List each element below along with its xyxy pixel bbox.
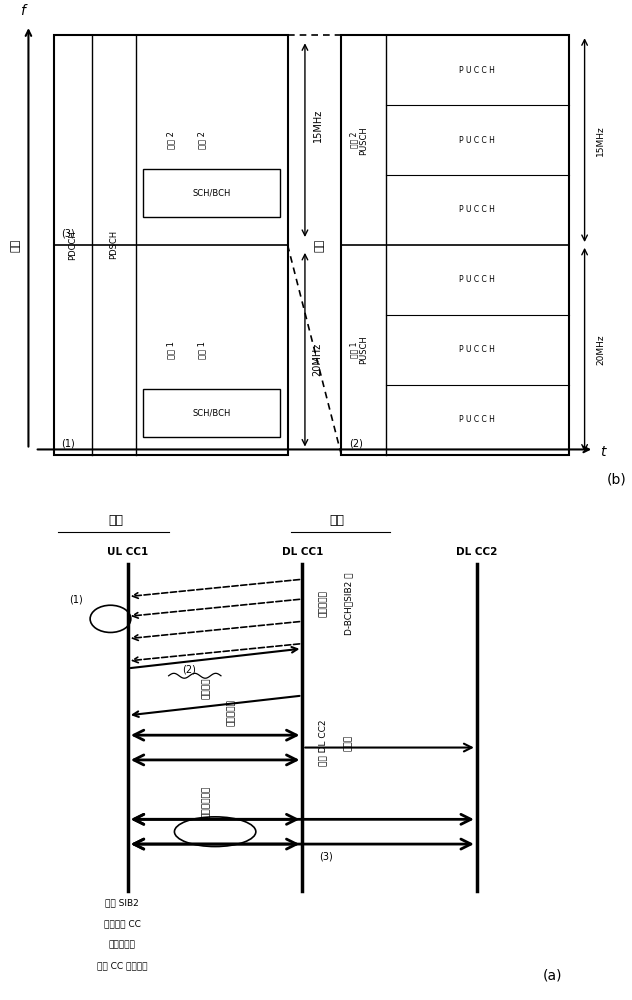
Text: 基站: 基站 <box>330 514 344 527</box>
Text: 根据 SIB2: 根据 SIB2 <box>105 899 139 908</box>
Text: DL CC1: DL CC1 <box>282 547 323 557</box>
Text: 20MHz: 20MHz <box>596 334 605 365</box>
Bar <box>341 35 569 454</box>
Text: 15MHz: 15MHz <box>313 108 322 142</box>
Text: D-BCH（SIB2 等: D-BCH（SIB2 等 <box>344 573 353 635</box>
Text: (2): (2) <box>182 665 196 675</box>
Text: 终端 1: 终端 1 <box>349 342 358 358</box>
Bar <box>143 389 280 437</box>
Text: P U C C H: P U C C H <box>459 136 495 145</box>
Text: DL CC2: DL CC2 <box>456 547 497 557</box>
Text: 上行 CC 开始连接: 上行 CC 开始连接 <box>97 961 147 970</box>
Text: P U C C H: P U C C H <box>459 275 495 284</box>
Text: SCH/BCH: SCH/BCH <box>193 408 231 417</box>
Text: P U C C H: P U C C H <box>459 205 495 214</box>
Text: P U C C H: P U C C H <box>459 66 495 75</box>
Text: 通过对应的: 通过对应的 <box>109 940 135 949</box>
Text: 20MHz: 20MHz <box>313 343 322 376</box>
Text: (3): (3) <box>61 229 75 239</box>
Text: f: f <box>20 4 25 18</box>
Text: (b): (b) <box>606 473 626 487</box>
Text: (2): (2) <box>349 438 363 448</box>
Text: 下行: 下行 <box>11 238 21 252</box>
Text: (3): (3) <box>319 851 332 861</box>
Text: (a): (a) <box>543 968 562 982</box>
Text: 的追加: 的追加 <box>344 735 353 751</box>
Bar <box>54 35 288 454</box>
Text: 建立通信: 建立通信 <box>202 677 211 699</box>
Text: 终端 2: 终端 2 <box>198 131 207 149</box>
Text: PUSCH: PUSCH <box>359 335 368 364</box>
Text: 终端 2: 终端 2 <box>349 132 358 148</box>
Text: SCH/BCH: SCH/BCH <box>193 189 231 198</box>
Text: (1): (1) <box>69 594 82 604</box>
Text: 15MHz: 15MHz <box>596 125 605 156</box>
Text: PDSCH: PDSCH <box>109 230 118 259</box>
Bar <box>143 169 280 217</box>
Text: 终端 2: 终端 2 <box>166 131 175 149</box>
Text: PDCCH: PDCCH <box>68 230 77 260</box>
Text: P U C C H: P U C C H <box>459 345 495 354</box>
Text: 无载波聚合: 无载波聚合 <box>227 699 236 726</box>
Text: 终端: 终端 <box>109 514 124 527</box>
Text: t: t <box>600 445 606 459</box>
Text: 指示 DL CC2: 指示 DL CC2 <box>319 719 327 766</box>
Text: 上行: 上行 <box>314 238 324 252</box>
Text: 开始载波聚合: 开始载波聚合 <box>202 786 211 818</box>
Text: P U C C H: P U C C H <box>459 415 495 424</box>
Text: 终端 1: 终端 1 <box>198 341 207 359</box>
Text: PUSCH: PUSCH <box>359 126 368 155</box>
Text: 终端 1: 终端 1 <box>166 341 175 359</box>
Text: 确定上行 CC: 确定上行 CC <box>104 919 140 928</box>
Text: UL CC1: UL CC1 <box>107 547 149 557</box>
Text: 定期地发送: 定期地发送 <box>319 591 327 617</box>
Text: (1): (1) <box>61 438 75 448</box>
